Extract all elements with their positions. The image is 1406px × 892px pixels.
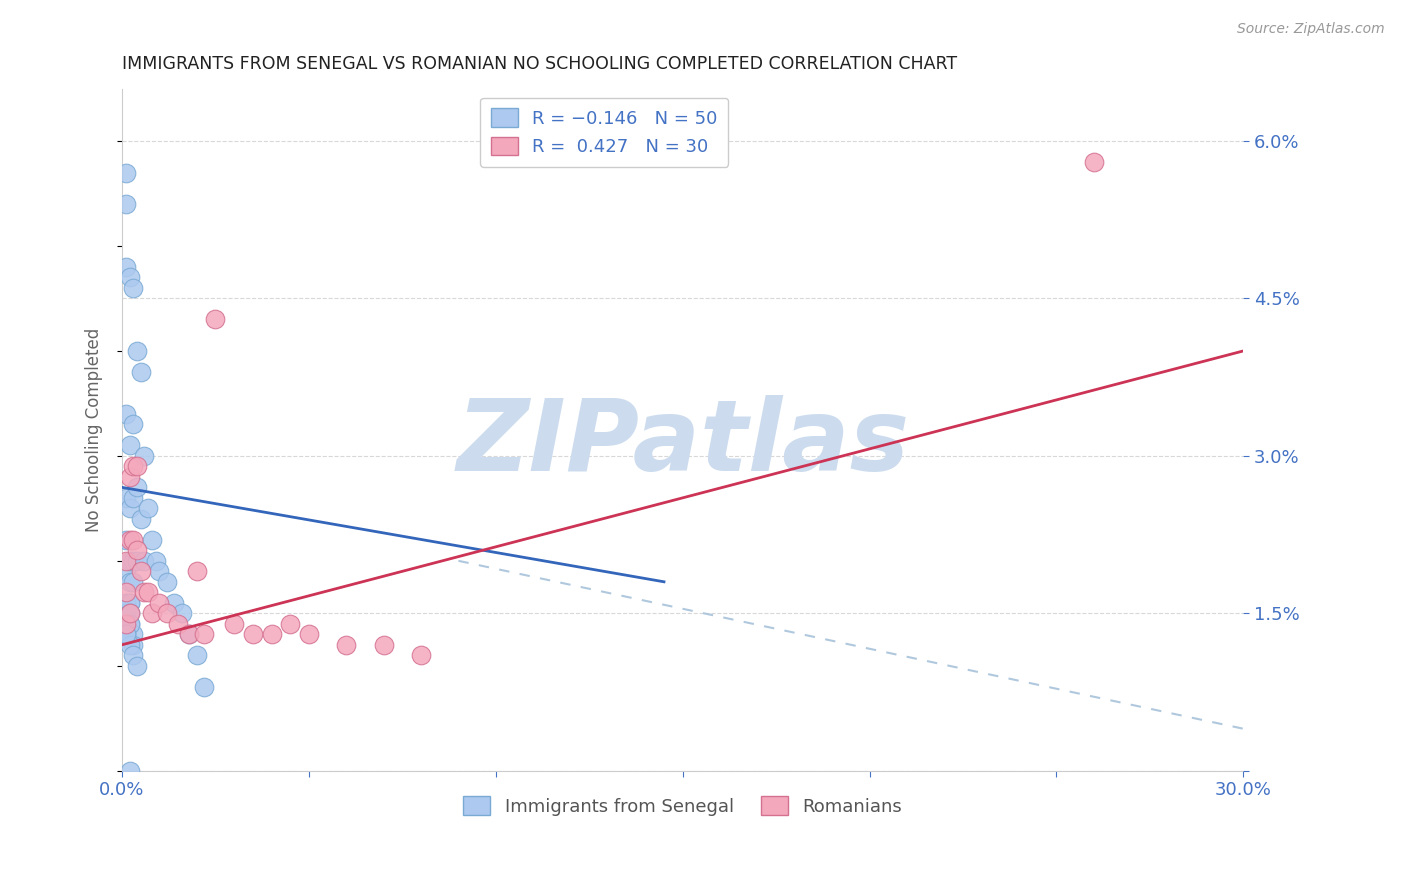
Point	[129, 564, 152, 578]
Point	[114, 197, 136, 211]
Point	[298, 627, 321, 641]
Point	[122, 638, 145, 652]
Point	[179, 627, 201, 641]
Point	[114, 616, 136, 631]
Point	[118, 554, 141, 568]
Y-axis label: No Schooling Completed: No Schooling Completed	[86, 327, 103, 532]
Point	[118, 438, 141, 452]
Point	[145, 554, 167, 568]
Point	[122, 554, 145, 568]
Point	[125, 480, 148, 494]
Point	[118, 596, 141, 610]
Point	[134, 554, 156, 568]
Point	[122, 491, 145, 505]
Point	[125, 658, 148, 673]
Point	[122, 574, 145, 589]
Point	[114, 533, 136, 547]
Point	[125, 459, 148, 474]
Point	[136, 585, 159, 599]
Point	[114, 564, 136, 578]
Point	[118, 607, 141, 621]
Point	[156, 607, 179, 621]
Point	[186, 648, 208, 663]
Point	[141, 533, 163, 547]
Point	[122, 648, 145, 663]
Text: Source: ZipAtlas.com: Source: ZipAtlas.com	[1237, 22, 1385, 37]
Point	[114, 491, 136, 505]
Point	[114, 596, 136, 610]
Point	[170, 607, 193, 621]
Point	[193, 680, 215, 694]
Point	[156, 574, 179, 589]
Point	[114, 165, 136, 179]
Point	[134, 449, 156, 463]
Point	[114, 607, 136, 621]
Point	[242, 627, 264, 641]
Point	[114, 260, 136, 274]
Point	[118, 270, 141, 285]
Point	[114, 554, 136, 568]
Point	[148, 564, 170, 578]
Point	[141, 607, 163, 621]
Point	[179, 627, 201, 641]
Point	[122, 627, 145, 641]
Point	[335, 638, 357, 652]
Point	[114, 596, 136, 610]
Point	[118, 616, 141, 631]
Point	[163, 596, 186, 610]
Point	[118, 574, 141, 589]
Point	[193, 627, 215, 641]
Point	[118, 596, 141, 610]
Point	[122, 281, 145, 295]
Point	[118, 470, 141, 484]
Point	[125, 554, 148, 568]
Point	[1083, 155, 1105, 169]
Point	[129, 512, 152, 526]
Text: IMMIGRANTS FROM SENEGAL VS ROMANIAN NO SCHOOLING COMPLETED CORRELATION CHART: IMMIGRANTS FROM SENEGAL VS ROMANIAN NO S…	[122, 55, 957, 73]
Point	[204, 312, 226, 326]
Point	[125, 543, 148, 558]
Point	[118, 616, 141, 631]
Point	[129, 365, 152, 379]
Point	[118, 501, 141, 516]
Point	[148, 596, 170, 610]
Point	[114, 407, 136, 421]
Point	[122, 533, 145, 547]
Point	[118, 533, 141, 547]
Point	[373, 638, 395, 652]
Point	[118, 607, 141, 621]
Text: ZIPatlas: ZIPatlas	[456, 395, 910, 491]
Point	[114, 627, 136, 641]
Point	[167, 616, 190, 631]
Point	[409, 648, 432, 663]
Point	[122, 417, 145, 432]
Point	[118, 638, 141, 652]
Point	[114, 585, 136, 599]
Point	[260, 627, 283, 641]
Point	[224, 616, 246, 631]
Point	[278, 616, 301, 631]
Point	[125, 343, 148, 358]
Point	[134, 585, 156, 599]
Point	[186, 564, 208, 578]
Point	[114, 627, 136, 641]
Point	[136, 501, 159, 516]
Point	[118, 764, 141, 778]
Legend: Immigrants from Senegal, Romanians: Immigrants from Senegal, Romanians	[456, 789, 910, 823]
Point	[122, 459, 145, 474]
